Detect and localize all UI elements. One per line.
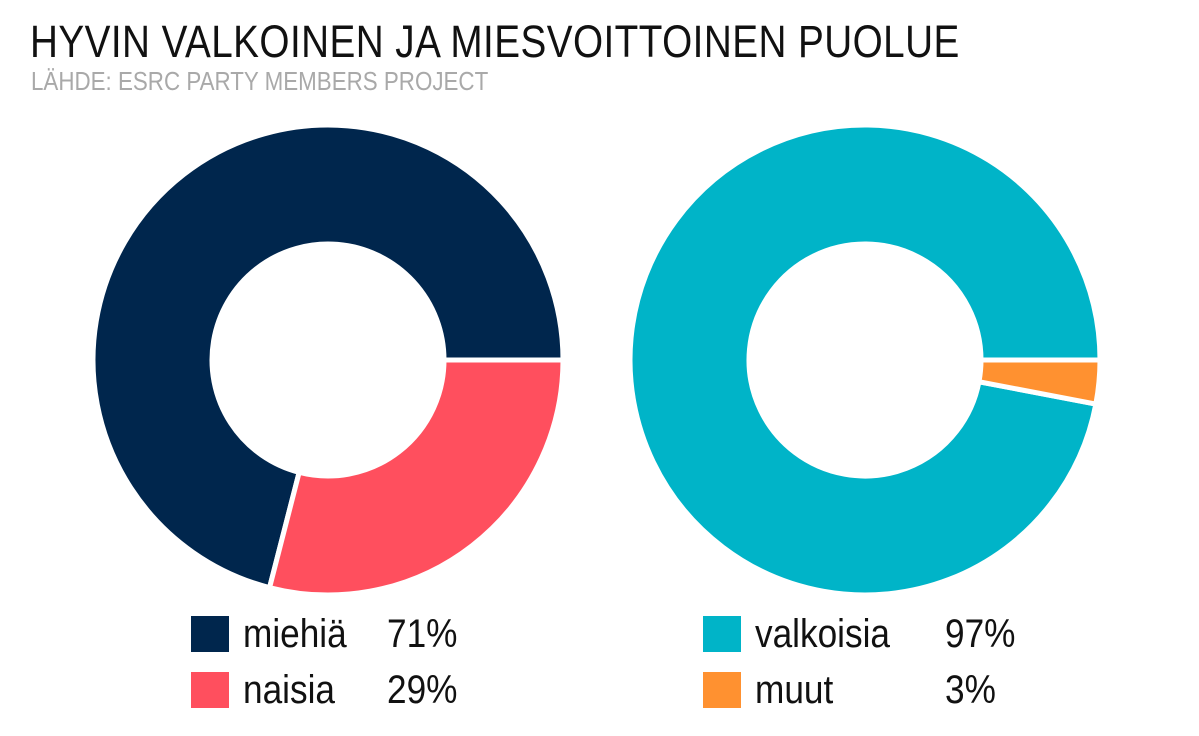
gender-donut-chart xyxy=(90,122,566,598)
legend-value-valkoisia: 97% xyxy=(945,612,1016,656)
legend-swatch-naisia xyxy=(191,672,229,708)
legend-swatch-muut xyxy=(703,672,741,708)
legend-label-muut: muut xyxy=(755,668,834,712)
legend-swatch-miehia xyxy=(191,616,229,652)
ethnicity-donut-chart xyxy=(627,122,1103,598)
legend-value-muut: 3% xyxy=(945,668,996,712)
legend-label-naisia: naisia xyxy=(243,668,335,712)
legend-label-valkoisia: valkoisia xyxy=(755,612,890,656)
donut-slice-miehia xyxy=(90,122,566,591)
chart-source: LÄHDE: ESRC PARTY MEMBERS PROJECT xyxy=(31,66,489,96)
donut-slice-valkoisia xyxy=(627,122,1103,598)
donut-slice-muut xyxy=(976,357,1103,407)
chart-title: HYVIN VALKOINEN JA MIESVOITTOINEN PUOLUE xyxy=(30,16,960,67)
legend-swatch-valkoisia xyxy=(703,616,741,652)
legend-label-miehia: miehiä xyxy=(243,612,347,656)
legend-value-naisia: 29% xyxy=(387,668,458,712)
legend-value-miehia: 71% xyxy=(387,612,458,656)
donut-slice-naisia xyxy=(266,357,566,598)
